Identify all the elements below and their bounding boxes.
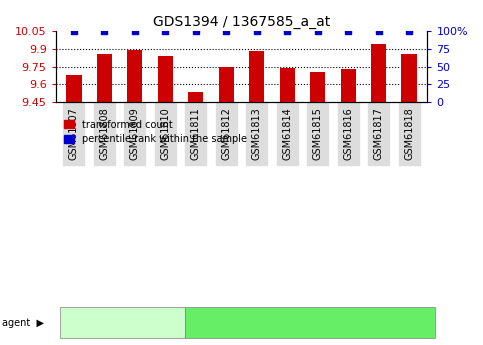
Point [131,29,139,34]
Point [192,29,199,34]
Text: control: control [103,318,142,327]
Bar [97,55,112,102]
Text: agent  ▶: agent ▶ [2,318,44,327]
Bar [401,55,417,102]
Point [100,29,108,34]
Legend: transformed count, percentile rank within the sample: transformed count, percentile rank withi… [60,116,251,148]
Bar [249,51,264,102]
Point [284,29,291,34]
Point [253,29,261,34]
Bar [341,69,356,102]
Bar [310,72,325,102]
Bar [66,75,82,102]
Text: D-penicillamine: D-penicillamine [267,318,354,327]
Point [405,29,413,34]
Point [314,29,322,34]
Bar [280,68,295,102]
Bar [158,56,173,102]
Point [344,29,352,34]
Bar [188,92,203,102]
Bar [127,50,142,102]
Title: GDS1394 / 1367585_a_at: GDS1394 / 1367585_a_at [153,15,330,29]
Point [70,29,78,34]
Bar [371,45,386,102]
Point [161,29,169,34]
Bar [219,67,234,102]
Point [222,29,230,34]
Point [375,29,383,34]
